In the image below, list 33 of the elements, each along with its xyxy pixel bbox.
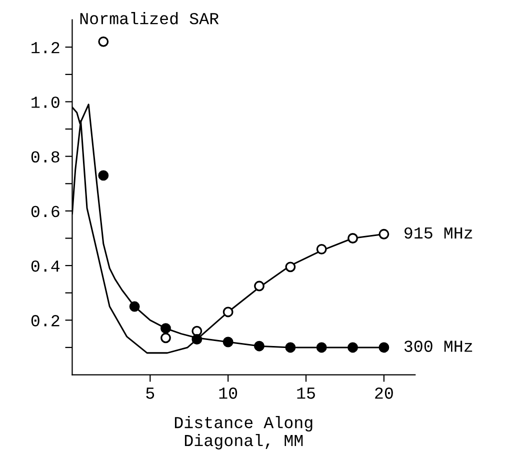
point — [348, 342, 358, 353]
point — [192, 334, 202, 344]
point — [378, 228, 390, 240]
series-label: 300 MHz — [404, 340, 472, 352]
y-axis-title: Normalized SAR — [80, 12, 219, 24]
point — [160, 323, 171, 334]
point — [192, 326, 202, 336]
point — [98, 170, 109, 181]
point — [222, 306, 234, 318]
point — [316, 342, 327, 353]
x-axis-title: Distance Along Diagonal, MM — [174, 416, 312, 450]
point — [285, 342, 296, 353]
y-tick-label: 0.8 — [31, 151, 60, 163]
point — [316, 244, 327, 254]
x-tick-label: 10 — [219, 388, 238, 399]
x-tick-label: 5 — [146, 388, 154, 399]
point — [129, 301, 140, 312]
point — [285, 262, 296, 272]
x-tick-label: 15 — [297, 388, 315, 399]
point — [222, 336, 234, 348]
y-tick-label: 0.6 — [31, 206, 60, 218]
y-tick-label: 1.2 — [32, 42, 60, 54]
point — [254, 280, 264, 292]
point — [254, 340, 264, 352]
y-tick-label: 1.0 — [32, 96, 60, 108]
y-tick-label: 0.4 — [31, 260, 60, 272]
series-label: 915 MHz — [404, 227, 472, 239]
x-tick-label: 20 — [375, 388, 393, 399]
point — [378, 342, 390, 353]
point — [98, 36, 109, 47]
point — [348, 233, 358, 244]
y-tick-label: 0.2 — [31, 315, 60, 326]
point — [160, 332, 171, 344]
